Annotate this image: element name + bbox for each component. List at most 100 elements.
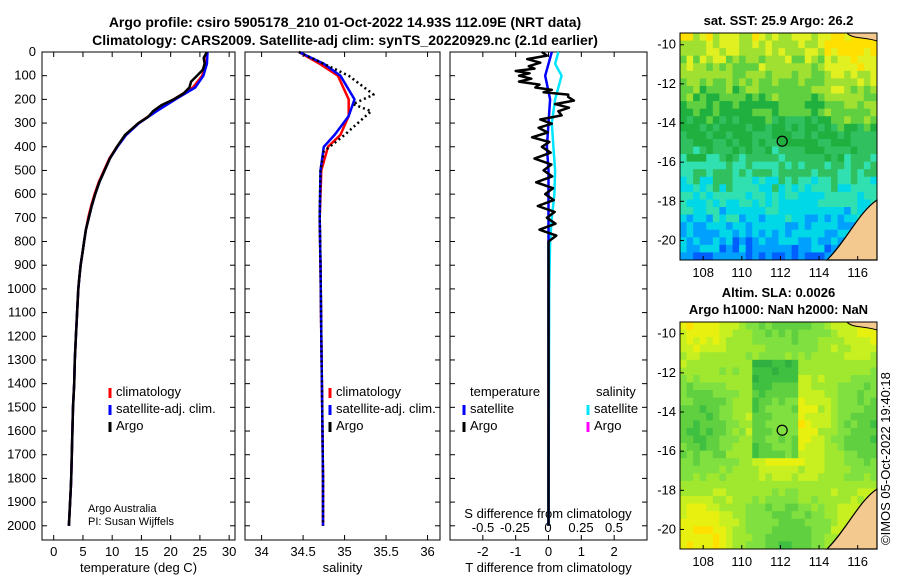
sst-map-cell <box>785 207 793 216</box>
sla-map-cell <box>765 541 773 550</box>
sst-map-cell <box>831 85 839 95</box>
sst-map-cell <box>811 191 819 200</box>
sla-map-cell <box>863 427 871 436</box>
sla-map-cell <box>719 337 727 346</box>
sla-map-cell <box>719 344 727 353</box>
sst-map-cell <box>791 222 799 231</box>
sst-map-cell <box>699 138 707 147</box>
sla-map-cell <box>831 322 839 331</box>
sst-map-cell <box>817 161 825 170</box>
sla-map-cell <box>804 374 812 384</box>
sla-map-cell <box>719 329 727 338</box>
copyright-stamp: ©IMOS 05-Oct-2022 19:40:18 <box>878 372 893 545</box>
sst-map-cell <box>680 207 688 216</box>
sst-map-cell <box>765 131 773 140</box>
sst-map-cell <box>765 146 773 155</box>
sla-map-cell <box>680 367 688 376</box>
sst-map-cell <box>752 199 760 208</box>
sst-map-cell <box>778 131 786 140</box>
sla-map-cell <box>706 443 714 452</box>
sla-map-cell <box>831 435 839 444</box>
sst-map-cell <box>752 146 760 155</box>
sst-map-cell <box>798 222 806 231</box>
sst-map-cell <box>719 48 727 57</box>
sla-map-cell <box>844 443 852 452</box>
sst-map-cell <box>870 40 878 49</box>
temperature-x-tick-label: 15 <box>134 544 148 559</box>
sst-map-cell <box>837 70 845 79</box>
sla-map-cell <box>798 488 806 497</box>
sla-map-cell <box>725 344 734 353</box>
sla-map-cell <box>732 435 740 444</box>
sla-map-cell <box>791 397 799 406</box>
sst-map-cell <box>758 108 766 117</box>
sst-map-cell <box>791 214 799 223</box>
sla-map-cell <box>765 435 773 444</box>
sla-map-cell <box>680 397 688 406</box>
diff-legend-salinity-header: salinity <box>596 384 636 399</box>
sst-map-cell <box>765 101 773 110</box>
sla-map-cell <box>693 405 701 414</box>
sst-map-cell <box>771 123 779 132</box>
sst-map-cell <box>686 161 694 170</box>
sst-map-cell <box>719 161 727 170</box>
sla-map-cell <box>785 443 793 452</box>
sst-map-cell <box>798 70 806 79</box>
sst-map-cell <box>739 40 747 49</box>
sst-map-cell <box>857 85 865 95</box>
sst-map-cell <box>739 63 747 72</box>
sst-map-cell <box>857 131 865 140</box>
sla-map-cell <box>831 496 839 505</box>
sla-map-cell <box>791 382 799 391</box>
sst-map-cell <box>758 101 766 110</box>
sla-map-cell <box>791 450 799 459</box>
sla-map-cell <box>824 390 832 399</box>
sla-map-cell <box>844 435 852 444</box>
sst-map-cell <box>719 63 727 72</box>
sla-map-cell <box>785 359 793 368</box>
sst-map-cell <box>699 191 707 200</box>
sla-map-cell <box>857 488 865 497</box>
sla-map-cell <box>798 359 806 368</box>
sla-map-cell <box>752 427 760 436</box>
temperature-x-tick-label: 5 <box>79 544 86 559</box>
sst-map-cell <box>739 184 747 193</box>
sla-map-cell <box>699 427 707 436</box>
sst-map-cell <box>765 85 773 95</box>
sla-map-cell <box>765 443 773 452</box>
sla-map-cell <box>758 405 766 414</box>
sla-map-cell <box>831 473 839 482</box>
sst-map-cell <box>844 184 852 193</box>
sla-map-cell <box>798 480 806 489</box>
sst-map-cell <box>857 138 865 147</box>
sla-map-cell <box>870 390 878 399</box>
sst-map-cell <box>706 237 714 246</box>
sst-map-cell <box>791 154 799 163</box>
sla-map-cell <box>706 526 714 535</box>
sst-map-cell <box>785 48 793 57</box>
sst-map-cell <box>732 199 740 208</box>
sst-map-cell <box>712 146 720 155</box>
sst-map-cell <box>693 55 701 64</box>
sla-map-cell <box>699 322 707 331</box>
sla-map-cell <box>686 465 694 474</box>
sst-map-cell <box>719 214 727 223</box>
sla-map-cell <box>745 322 753 331</box>
sla-map-cell <box>745 344 753 353</box>
sst-map-cell <box>680 85 688 95</box>
sla-map-cell <box>699 329 707 338</box>
sst-map-cell <box>817 131 825 140</box>
sst-map-cell <box>739 116 747 125</box>
sla-map-cell <box>817 450 825 459</box>
sst-map-cell <box>771 176 779 185</box>
sst-map-cell <box>785 176 793 185</box>
sla-map-cell <box>791 443 799 452</box>
sst-map-cell <box>817 176 825 185</box>
sla-map-cell <box>857 473 865 482</box>
sst-map-cell <box>725 154 734 163</box>
sst-map-cell <box>798 63 806 72</box>
sst-map-cell <box>831 244 839 253</box>
y-tick-label: 0 <box>29 44 36 59</box>
sst-map-cell <box>811 207 819 216</box>
sla-map-cell <box>725 420 734 429</box>
